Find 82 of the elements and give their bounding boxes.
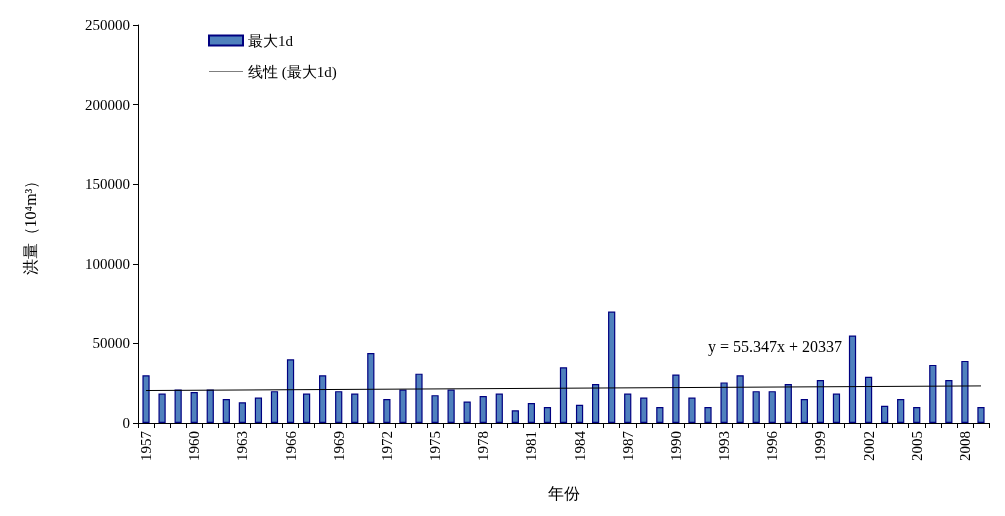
y-tick-label: 150000 [85, 176, 130, 193]
bar [575, 404, 584, 423]
bar [431, 395, 439, 423]
y-tick-label: 250000 [85, 17, 130, 33]
bar [752, 391, 760, 423]
bar [848, 335, 857, 423]
bar [688, 397, 696, 423]
bar [720, 382, 728, 423]
bar [495, 393, 503, 423]
bar [319, 375, 327, 423]
x-tick-label: 1960 [186, 431, 203, 461]
bar [190, 391, 198, 423]
bar [367, 352, 375, 423]
x-tick-label: 1993 [716, 431, 733, 461]
bar [158, 393, 166, 423]
x-tick-label: 1966 [282, 430, 299, 461]
bar [897, 399, 905, 423]
bar [977, 407, 985, 423]
bar [640, 397, 648, 423]
x-tick-label: 1999 [812, 431, 829, 461]
bar [624, 393, 632, 423]
x-tick-label: 1981 [523, 431, 540, 461]
bar [351, 393, 359, 423]
bar [415, 373, 423, 423]
x-tick-label: 1996 [764, 430, 781, 461]
bar [768, 391, 776, 423]
bar [672, 374, 680, 423]
x-tick-label: 1957 [138, 430, 155, 461]
bar [479, 395, 487, 423]
x-axis-title: 年份 [547, 484, 580, 502]
bar [704, 407, 712, 423]
bar [174, 389, 182, 423]
annotation: y = 55.347x + 20337 [708, 337, 843, 356]
bar [302, 393, 311, 423]
x-tick-label: 2008 [956, 431, 973, 461]
x-tick-label: 1984 [571, 430, 588, 461]
x-tick-label: 1978 [475, 431, 492, 461]
y-tick-label: 50000 [92, 335, 130, 352]
bar [608, 311, 616, 423]
bar [527, 403, 535, 423]
bar [142, 375, 150, 423]
bar [335, 391, 343, 423]
bar [511, 410, 519, 423]
bar [800, 399, 808, 423]
bar [881, 405, 889, 423]
x-tick-label: 1990 [667, 431, 684, 461]
bar [832, 393, 841, 423]
x-tick-label: 2002 [860, 431, 877, 461]
bar [254, 397, 263, 423]
legend-label: 线性 (最大1d) [248, 63, 337, 81]
x-tick-label: 1975 [427, 431, 444, 461]
bar [592, 384, 600, 423]
bar [543, 407, 552, 423]
y-tick-label: 200000 [85, 96, 130, 113]
bar [206, 389, 214, 423]
bar [270, 391, 279, 423]
bar [929, 364, 937, 423]
bar [913, 407, 921, 423]
bar [286, 359, 295, 423]
bar [463, 401, 471, 423]
x-tick-label: 2005 [908, 431, 925, 461]
bar [399, 389, 407, 423]
bar [383, 399, 391, 423]
legend-label: 最大1d [248, 32, 294, 49]
y-axis-title: 洪量（10⁴m³） [21, 172, 39, 276]
bar [816, 380, 825, 423]
bar [961, 360, 969, 423]
x-tick-label: 1987 [619, 430, 636, 461]
bar [784, 384, 792, 423]
bar [222, 399, 230, 423]
y-tick-label: 0 [122, 415, 130, 431]
bar [238, 402, 246, 423]
bar [559, 367, 568, 423]
bar [656, 407, 664, 423]
bar [864, 376, 873, 423]
y-tick-label: 100000 [85, 255, 130, 272]
x-tick-label: 1972 [378, 431, 395, 461]
bar [945, 380, 953, 423]
x-tick-label: 1963 [234, 431, 251, 461]
bar [447, 389, 455, 423]
bar [736, 375, 744, 423]
x-tick-label: 1969 [330, 431, 347, 461]
